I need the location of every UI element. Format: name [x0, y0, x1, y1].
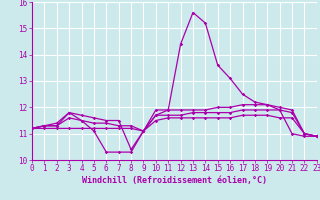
X-axis label: Windchill (Refroidissement éolien,°C): Windchill (Refroidissement éolien,°C)	[82, 176, 267, 185]
